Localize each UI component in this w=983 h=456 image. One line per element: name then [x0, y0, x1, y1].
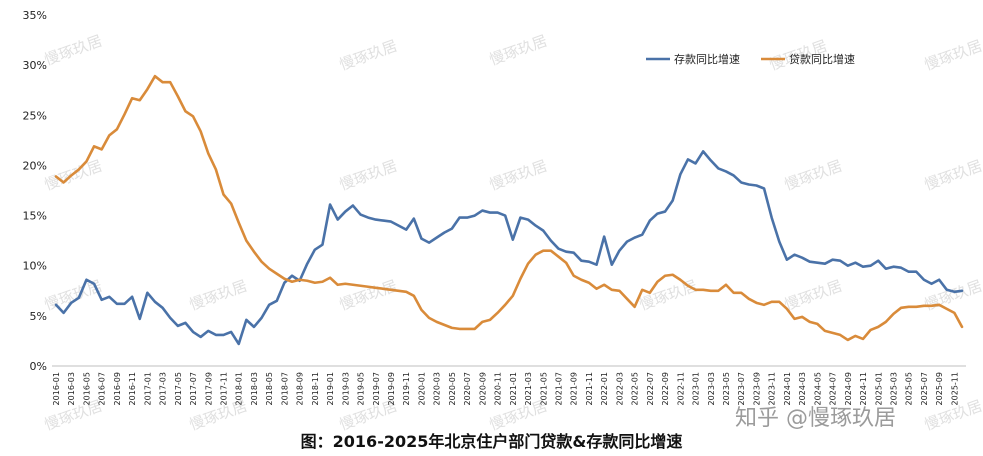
- watermark-text: 慢琢玖居: [42, 277, 105, 314]
- legend-label: 贷款同比增速: [789, 52, 855, 66]
- legend: 存款同比增速 贷款同比增速: [646, 52, 855, 66]
- x-tick-label: 2021-07: [554, 372, 563, 405]
- x-tick-label: 2018-09: [296, 372, 305, 405]
- x-tick-label: 2016-03: [67, 372, 76, 405]
- watermark-text: 慢琢玖居: [782, 157, 845, 194]
- x-tick-label: 2019-03: [341, 372, 350, 405]
- x-tick-label: 2017-03: [159, 372, 168, 405]
- y-tick-label: 15%: [23, 210, 47, 223]
- watermark-text: 慢琢玖居: [337, 37, 400, 74]
- x-tick-label: 2021-09: [570, 372, 579, 405]
- watermark-text: 慢琢玖居: [337, 157, 400, 194]
- y-axis: 0% 5% 10% 15% 20% 25% 30% 35%: [23, 9, 47, 373]
- x-tick-label: 2025-07: [920, 372, 929, 405]
- y-tick-label: 30%: [23, 59, 47, 72]
- x-tick-label: 2025-05: [905, 372, 914, 405]
- x-tick-label: 2019-09: [387, 372, 396, 405]
- x-tick-label: 2025-03: [889, 372, 898, 405]
- x-tick-label: 2017-01: [143, 372, 152, 405]
- x-tick-label: 2019-01: [326, 372, 335, 405]
- x-tick-label: 2017-11: [219, 372, 228, 405]
- x-tick-label: 2020-05: [448, 372, 457, 405]
- x-tick-label: 2022-03: [615, 372, 624, 405]
- x-tick-label: 2020-01: [417, 372, 426, 405]
- x-tick-label: 2024-11: [859, 372, 868, 405]
- y-tick-label: 0%: [30, 360, 47, 373]
- x-tick-label: 2019-05: [357, 372, 366, 405]
- watermark-text: 慢琢玖居: [922, 157, 983, 194]
- x-tick-label: 2024-05: [813, 372, 822, 405]
- x-tick-label: 2021-11: [585, 372, 594, 405]
- x-tick-label: 2016-01: [52, 372, 61, 405]
- x-tick-label: 2022-09: [661, 372, 670, 405]
- x-tick-label: 2025-01: [874, 372, 883, 405]
- watermark-text: 慢琢玖居: [487, 157, 550, 194]
- x-tick-label: 2023-09: [752, 372, 761, 405]
- x-tick-label: 2023-03: [707, 372, 716, 405]
- x-tick-label: 2025-11: [950, 372, 959, 405]
- x-tick-label: 2020-09: [478, 372, 487, 405]
- x-tick-label: 2025-09: [935, 372, 944, 405]
- chart-caption: 图：2016-2025年北京住户部门贷款&存款同比增速: [300, 432, 683, 451]
- watermark-text: 慢琢玖居: [487, 32, 550, 69]
- legend-label: 存款同比增速: [674, 52, 740, 66]
- x-tick-label: 2022-01: [600, 372, 609, 405]
- x-tick-label: 2024-03: [798, 372, 807, 405]
- x-tick-label: 2017-07: [189, 372, 198, 405]
- x-tick-label: 2018-05: [265, 372, 274, 405]
- series-line-loan: [54, 74, 964, 342]
- watermark-text: 慢琢玖居: [187, 277, 250, 314]
- x-tick-label: 2018-03: [250, 372, 259, 405]
- series-layer: [54, 74, 964, 346]
- x-tick-label: 2020-03: [433, 372, 442, 405]
- x-tick-label: 2021-03: [524, 372, 533, 405]
- x-tick-label: 2019-11: [402, 372, 411, 405]
- y-tick-label: 20%: [23, 159, 47, 172]
- x-tick-label: 2020-11: [494, 372, 503, 405]
- x-tick-label: 2017-09: [204, 372, 213, 405]
- y-tick-label: 25%: [23, 109, 47, 122]
- zhihu-watermark: 知乎 @慢琢玖居: [735, 406, 896, 431]
- watermark-text: 慢琢玖居: [637, 277, 700, 314]
- x-tick-label: 2024-01: [783, 372, 792, 405]
- x-tick-label: 2023-07: [737, 372, 746, 405]
- x-axis: 2016-01 2016-03 2016-05 2016-07 2016-09 2016-…: [52, 372, 959, 405]
- x-tick-label: 2016-07: [98, 372, 107, 405]
- x-tick-label: 2023-05: [722, 372, 731, 405]
- x-tick-label: 2022-11: [676, 372, 685, 405]
- series-line-deposit: [54, 150, 964, 346]
- x-tick-label: 2017-05: [174, 372, 183, 405]
- y-tick-label: 35%: [23, 9, 47, 22]
- x-tick-label: 2018-07: [280, 372, 289, 405]
- watermark-text: 慢琢玖居: [42, 32, 105, 69]
- y-tick-label: 10%: [23, 260, 47, 273]
- watermark-text: 慢琢玖居: [922, 37, 983, 74]
- x-tick-label: 2021-05: [539, 372, 548, 405]
- x-tick-label: 2023-11: [768, 372, 777, 405]
- watermark-text: 慢琢玖居: [782, 277, 845, 314]
- x-tick-label: 2019-07: [372, 372, 381, 405]
- x-tick-label: 2024-07: [829, 372, 838, 405]
- watermark-text: 慢琢玖居: [337, 277, 400, 314]
- x-tick-label: 2022-07: [646, 372, 655, 405]
- x-tick-label: 2020-07: [463, 372, 472, 405]
- x-tick-label: 2016-11: [128, 372, 137, 405]
- x-tick-label: 2016-05: [82, 372, 91, 405]
- x-tick-label: 2021-01: [509, 372, 518, 405]
- x-tick-label: 2018-01: [235, 372, 244, 405]
- x-tick-label: 2016-09: [113, 372, 122, 405]
- y-tick-label: 5%: [30, 310, 47, 323]
- x-tick-label: 2023-01: [692, 372, 701, 405]
- x-tick-label: 2018-11: [311, 372, 320, 405]
- x-tick-label: 2024-09: [844, 372, 853, 405]
- x-tick-label: 2022-05: [631, 372, 640, 405]
